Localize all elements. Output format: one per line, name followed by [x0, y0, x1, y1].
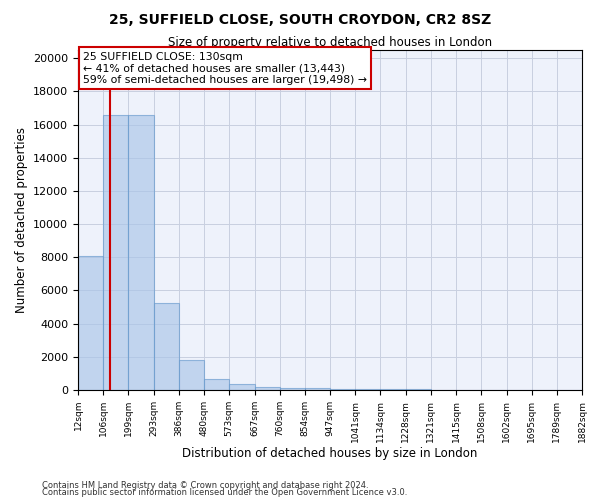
Bar — [204, 379, 229, 390]
Bar — [305, 388, 330, 390]
Bar — [280, 388, 305, 390]
Bar — [78, 256, 103, 390]
Text: Contains public sector information licensed under the Open Government Licence v3: Contains public sector information licen… — [42, 488, 407, 497]
Bar — [330, 389, 355, 390]
Bar — [229, 384, 254, 390]
Bar — [103, 114, 128, 390]
Bar — [128, 114, 154, 390]
Text: 25, SUFFIELD CLOSE, SOUTH CROYDON, CR2 8SZ: 25, SUFFIELD CLOSE, SOUTH CROYDON, CR2 8… — [109, 12, 491, 26]
Bar — [254, 386, 280, 390]
Text: Contains HM Land Registry data © Crown copyright and database right 2024.: Contains HM Land Registry data © Crown c… — [42, 480, 368, 490]
Bar — [154, 303, 179, 390]
X-axis label: Distribution of detached houses by size in London: Distribution of detached houses by size … — [182, 448, 478, 460]
Title: Size of property relative to detached houses in London: Size of property relative to detached ho… — [168, 36, 492, 49]
Y-axis label: Number of detached properties: Number of detached properties — [14, 127, 28, 313]
Text: 25 SUFFIELD CLOSE: 130sqm
← 41% of detached houses are smaller (13,443)
59% of s: 25 SUFFIELD CLOSE: 130sqm ← 41% of detac… — [83, 52, 367, 85]
Bar — [355, 389, 380, 390]
Bar — [179, 360, 204, 390]
